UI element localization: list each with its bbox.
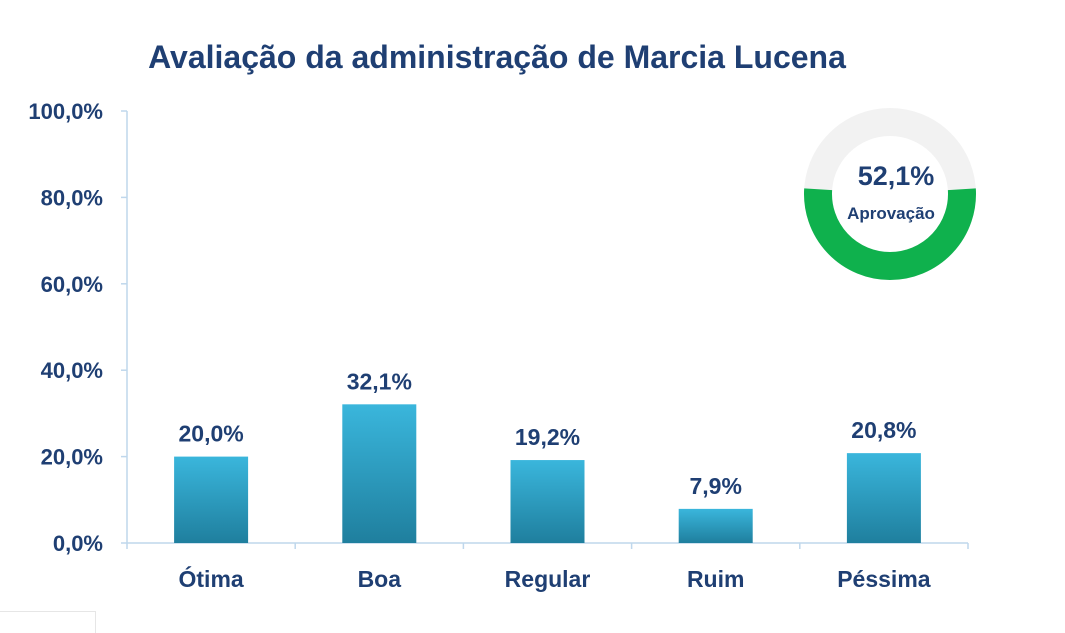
data-label: 32,1% [347, 368, 412, 394]
x-tick-label: Boa [358, 566, 402, 592]
bars [174, 404, 921, 543]
data-label: 20,8% [851, 417, 916, 443]
approval-donut: 52,1% Aprovação [804, 108, 976, 280]
data-label: 20,0% [178, 421, 243, 447]
y-tick-label: 80,0% [41, 185, 103, 210]
x-tick-label: Péssima [837, 566, 931, 592]
data-label: 19,2% [515, 424, 580, 450]
x-tick-labels: Ótima Boa Regular Ruim Péssima [179, 565, 931, 592]
data-labels: 20,0% 32,1% 19,2% 7,9% 20,8% [178, 368, 916, 499]
bar [174, 456, 249, 543]
approval-value: 52,1% [858, 161, 935, 191]
y-tick-label: 40,0% [41, 358, 103, 383]
x-tick-label: Ótima [179, 565, 244, 592]
bar [342, 404, 417, 543]
x-tick-label: Regular [505, 566, 591, 592]
corner-frame [0, 611, 96, 633]
approval-donut-arc [804, 188, 976, 280]
bar [510, 460, 585, 543]
y-tick-label: 60,0% [41, 272, 103, 297]
chart-title: Avaliação da administração de Marcia Luc… [148, 39, 846, 75]
bar [678, 508, 753, 543]
x-axis [126, 542, 969, 549]
bar [846, 453, 921, 543]
y-tick-label: 20,0% [41, 445, 103, 470]
y-axis: 0,0% 20,0% 40,0% 60,0% 80,0% 100,0% [28, 99, 128, 556]
data-label: 7,9% [689, 473, 741, 499]
approval-label: Aprovação [847, 204, 935, 223]
y-tick-label: 100,0% [28, 99, 103, 124]
y-tick-label: 0,0% [53, 531, 103, 556]
x-tick-label: Ruim [687, 566, 745, 592]
